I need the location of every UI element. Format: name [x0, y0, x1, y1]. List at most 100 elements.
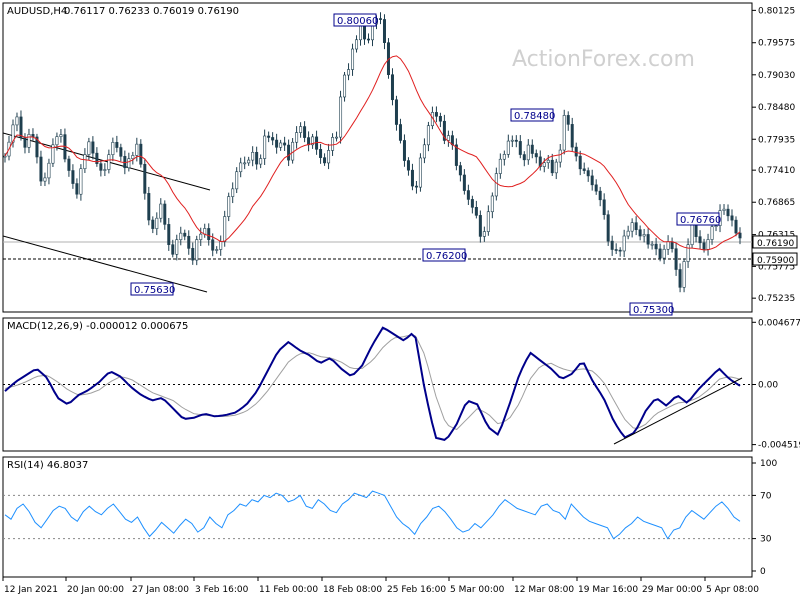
- watermark: ActionForex.com: [512, 47, 695, 72]
- candle: [207, 223, 211, 246]
- candle: [295, 126, 299, 149]
- candle: [474, 200, 478, 219]
- candle: [231, 182, 235, 204]
- macd-y-tick-label: 0.00: [758, 381, 778, 391]
- x-tick-label: 12 Mar 08:00: [514, 585, 574, 595]
- candle: [582, 162, 586, 174]
- candle: [626, 225, 630, 240]
- candle: [303, 121, 307, 143]
- candle: [398, 118, 402, 144]
- candle: [327, 143, 331, 170]
- candle: [99, 160, 103, 177]
- candle: [279, 139, 283, 151]
- candle: [255, 146, 259, 170]
- candle: [251, 146, 255, 167]
- candle: [351, 43, 355, 76]
- candle: [494, 167, 498, 201]
- candle: [347, 63, 351, 81]
- candle: [614, 243, 618, 255]
- candle: [263, 129, 267, 165]
- candle: [247, 156, 251, 166]
- candle: [135, 137, 139, 162]
- candle: [299, 122, 303, 138]
- candle: [410, 163, 414, 191]
- candle: [558, 143, 562, 168]
- candle: [107, 149, 111, 174]
- candle: [355, 35, 359, 53]
- price-y-tick-label: 0.77410: [758, 166, 795, 176]
- candle: [43, 172, 47, 187]
- candle: [59, 129, 63, 143]
- candle: [319, 143, 323, 164]
- candle: [103, 163, 107, 177]
- candle: [682, 258, 686, 293]
- candle: [55, 132, 59, 151]
- candle: [3, 153, 7, 163]
- candle: [199, 227, 203, 247]
- candle: [47, 158, 51, 185]
- candle: [646, 228, 650, 249]
- macd-trendline: [613, 377, 743, 445]
- candle: [458, 161, 462, 182]
- candle: [271, 132, 275, 146]
- support-level-box: 0.75900: [752, 252, 798, 266]
- price-annotation: 0.76760: [676, 212, 721, 226]
- x-tick-label: 19 Mar 16:00: [578, 585, 638, 595]
- candle: [147, 186, 151, 226]
- candle: [111, 137, 115, 162]
- candle: [422, 138, 426, 164]
- candle: [606, 210, 610, 246]
- price-y-tick-label: 0.77935: [758, 135, 795, 145]
- candle: [506, 134, 510, 158]
- candle: [730, 209, 734, 227]
- candle: [195, 235, 199, 266]
- candle: [131, 151, 135, 165]
- candle: [722, 204, 726, 215]
- x-tick-label: 5 Mar 00:00: [450, 585, 505, 595]
- price-y-tick-label: 0.75235: [758, 294, 795, 304]
- candle: [602, 193, 606, 220]
- candle: [462, 169, 466, 195]
- candle: [267, 131, 271, 143]
- candle: [610, 235, 614, 256]
- candle: [39, 150, 43, 186]
- candle: [79, 164, 83, 201]
- rsi-y-tick-label: 70: [760, 491, 772, 501]
- candle: [75, 178, 79, 199]
- candle: [466, 184, 470, 206]
- candle: [239, 157, 243, 178]
- candle: [530, 139, 534, 159]
- candle: [175, 234, 179, 261]
- price-y-tick-label: 0.80125: [758, 6, 795, 16]
- candle: [654, 237, 658, 256]
- candle: [139, 139, 143, 168]
- candle: [598, 186, 602, 207]
- svg-text:0.76760: 0.76760: [680, 215, 721, 226]
- x-tick-label: 11 Feb 00:00: [259, 585, 318, 595]
- candle: [726, 204, 730, 222]
- rsi-title: RSI(14) 46.8037: [7, 460, 88, 471]
- macd-y-tick-label: 0.004677: [758, 318, 800, 328]
- svg-text:0.78480: 0.78480: [514, 111, 555, 122]
- price-annotation: 0.75630: [130, 282, 175, 296]
- price-annotation: 0.78480: [510, 108, 555, 122]
- x-tick-label: 12 Jan 2021: [4, 585, 58, 595]
- candle: [151, 216, 155, 234]
- svg-text:0.75300: 0.75300: [633, 305, 674, 316]
- candle: [426, 121, 430, 152]
- candle: [143, 159, 147, 200]
- candle: [402, 134, 406, 167]
- candle: [27, 128, 31, 154]
- candle: [490, 192, 494, 219]
- candle: [414, 180, 418, 194]
- candle: [438, 112, 442, 128]
- candle: [183, 229, 187, 241]
- candle: [243, 156, 247, 170]
- candle: [562, 109, 566, 155]
- candle: [454, 138, 458, 171]
- macd-signal-line: [4, 334, 741, 431]
- x-tick-label: 20 Jan 00:00: [67, 585, 124, 595]
- candle: [566, 111, 570, 131]
- candle: [738, 227, 742, 245]
